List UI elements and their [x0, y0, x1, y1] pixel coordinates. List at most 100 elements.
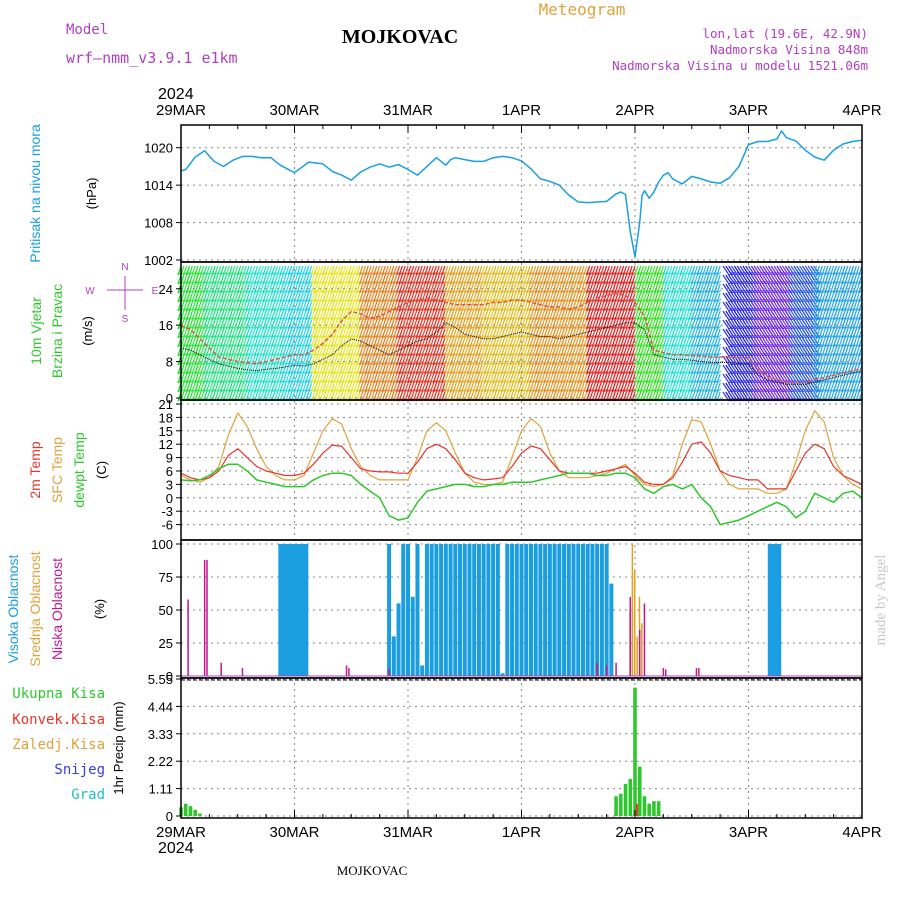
wind-barb — [418, 265, 423, 276]
wind-barb — [217, 274, 222, 285]
wind-barb — [202, 265, 208, 276]
wind-barb — [262, 274, 267, 285]
wind-barb — [359, 346, 364, 357]
wind-barb — [330, 382, 335, 393]
wind-barb — [367, 274, 372, 285]
wind-barb — [415, 283, 420, 294]
wind-barb — [361, 328, 367, 339]
wind-barb — [273, 373, 279, 384]
wind-barb — [327, 355, 332, 366]
wind-barb — [370, 301, 375, 312]
wind-barb — [222, 265, 227, 276]
wind-barb — [234, 382, 239, 393]
wind-barb — [390, 364, 395, 375]
wind-barb — [191, 310, 196, 321]
wind-barb — [367, 265, 372, 276]
wind-barb — [268, 373, 273, 384]
wind-barb — [237, 319, 242, 330]
wind-barb — [242, 283, 247, 294]
model-label: Model — [66, 22, 108, 38]
wind-barb — [231, 265, 236, 276]
wind-barb — [217, 346, 222, 357]
wind-barb — [217, 328, 222, 339]
wind-barb — [271, 283, 276, 294]
wind-barb — [313, 337, 318, 348]
wind-barb — [214, 265, 219, 276]
wind-barb — [415, 319, 420, 330]
wind-barb — [242, 355, 247, 366]
wind-barb — [313, 364, 318, 375]
wind-barb — [296, 337, 301, 348]
wind-barb — [188, 274, 193, 285]
wind-barb — [183, 310, 188, 321]
wind-barb — [254, 337, 259, 348]
wind-barb — [290, 373, 296, 384]
wind-barb — [418, 355, 423, 366]
wind-barb — [248, 364, 253, 375]
wind-barb — [185, 310, 191, 321]
wind-barb — [242, 265, 247, 276]
wind-barb — [364, 301, 369, 312]
wind-barb — [336, 301, 341, 312]
wind-barb — [401, 382, 406, 393]
wind-barb — [194, 337, 199, 348]
wind-barb — [361, 364, 367, 375]
wind-barb — [251, 328, 256, 339]
wind-barb — [242, 328, 247, 339]
wind-barb — [356, 382, 361, 393]
wind-barb — [299, 328, 304, 339]
wind-barb — [387, 373, 392, 384]
wind-barb — [288, 355, 293, 366]
wind-barb — [327, 310, 332, 321]
wind-barb — [361, 283, 367, 294]
wind-barb — [242, 346, 247, 357]
wind-barb — [225, 319, 230, 330]
wind-barb — [217, 364, 222, 375]
wind-barb — [361, 265, 367, 276]
wind-barb — [367, 319, 372, 330]
wind-barb — [234, 355, 239, 366]
wind-barb — [293, 337, 298, 348]
wind-barb — [327, 382, 332, 393]
wind-barb — [339, 355, 344, 366]
wind-barb — [347, 355, 352, 366]
wind-barb — [327, 337, 332, 348]
wind-barb — [373, 283, 378, 294]
wind-barb — [273, 265, 279, 276]
wind-barb — [307, 265, 313, 276]
wind-barb — [384, 265, 389, 276]
wind-barb — [339, 364, 344, 375]
wind-barb — [376, 283, 381, 294]
wind-barb — [398, 292, 403, 303]
wind-barb — [214, 283, 219, 294]
wind-barb — [361, 292, 367, 303]
wind-barb — [293, 301, 298, 312]
wind-barb — [333, 274, 338, 285]
wind-barb — [302, 346, 307, 357]
wind-barb — [322, 382, 327, 393]
wind-barb — [327, 292, 332, 303]
wind-barb — [217, 265, 222, 276]
wind-barb — [183, 373, 188, 384]
wind-barb — [316, 283, 321, 294]
wind-barb — [327, 346, 332, 357]
wind-barb — [237, 292, 242, 303]
wind-barb — [393, 292, 398, 303]
wind-barb — [415, 337, 420, 348]
wind-barb — [282, 382, 287, 393]
wind-barb — [214, 364, 219, 375]
wind-barb — [381, 328, 386, 339]
wind-barb — [208, 364, 213, 375]
wind-barb — [296, 319, 301, 330]
wind-barb — [333, 337, 338, 348]
wind-barb — [276, 292, 281, 303]
wind-barb — [418, 346, 423, 357]
wind-barb — [342, 265, 347, 276]
wind-barb — [273, 310, 279, 321]
wind-barb — [376, 301, 381, 312]
wind-barb — [330, 373, 335, 384]
wind-barb — [273, 364, 279, 375]
wind-barb — [319, 265, 324, 276]
wind-barb — [282, 319, 287, 330]
wind-barb — [350, 265, 355, 276]
